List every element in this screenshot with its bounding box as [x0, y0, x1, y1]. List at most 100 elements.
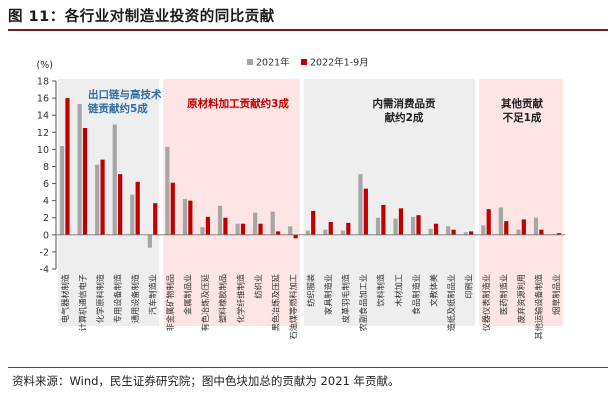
x-tick-label: 皮革羽毛制造 [341, 274, 351, 323]
x-tick-label: 农副食品加工业 [358, 274, 368, 331]
bar-2022-2 [100, 159, 105, 235]
x-tick-label: 其他运输设备制造 [534, 274, 544, 340]
bar-2021-15 [323, 229, 328, 235]
x-tick-label: 木材加工 [393, 274, 403, 307]
x-tick-label: 医药制造业 [499, 274, 509, 315]
bar-2021-12 [270, 211, 275, 235]
bar-2022-24 [486, 209, 491, 235]
annotation-0: 出口链与高技术 [88, 88, 162, 101]
group-band-3 [479, 79, 563, 326]
y-tick-label: 16 [37, 94, 49, 105]
x-tick-label: 纺织业 [253, 274, 263, 299]
y-tick-label: 4 [43, 196, 49, 207]
bar-2021-23 [463, 232, 468, 235]
bar-2022-25 [504, 221, 509, 235]
bar-2022-12 [275, 231, 281, 235]
bar-2021-5 [147, 234, 152, 248]
bar-2022-0 [65, 98, 70, 235]
bar-2021-20 [411, 216, 416, 235]
bar-2021-11 [253, 212, 258, 235]
y-tick-label: 14 [37, 111, 49, 122]
y-tick-label: -4 [40, 265, 49, 276]
annotation-0: 链贡献约5成 [87, 102, 148, 115]
bar-2022-15 [328, 222, 333, 235]
annotation-2: 内需消费品贡 [373, 97, 436, 110]
bar-2022-19 [398, 208, 404, 235]
bar-2021-16 [340, 230, 346, 235]
bar-2022-27 [539, 229, 544, 235]
annotation-2: 献约2成 [385, 111, 424, 124]
bar-2021-4 [130, 194, 135, 235]
x-tick-label: 有色冶炼及压延 [200, 274, 210, 331]
bar-2022-11 [258, 223, 263, 235]
bar-2021-8 [200, 227, 205, 235]
x-tick-label: 石油煤等燃料加工 [288, 274, 298, 340]
x-tick-label: 饮料制造 [376, 274, 386, 307]
x-tick-label: 化学原料制造 [95, 274, 105, 323]
bar-2021-24 [481, 225, 486, 235]
bar-2021-26 [516, 229, 521, 235]
x-tick-label: 金属制品业 [183, 274, 193, 315]
bar-2022-22 [451, 229, 456, 235]
x-tick-label: 黑色冶炼及压延 [270, 274, 280, 331]
y-tick-label: -2 [40, 247, 49, 258]
x-tick-label: 文教体美 [428, 274, 438, 307]
bar-2022-7 [188, 200, 193, 235]
bar-2021-9 [217, 205, 223, 235]
bar-2021-0 [59, 145, 65, 235]
x-tick-label: 计算机通信电子 [77, 274, 87, 331]
x-tick-label: 通用设备制造 [130, 274, 140, 323]
bar-2022-10 [240, 223, 246, 235]
bar-2021-21 [428, 228, 433, 235]
y-axis-unit: (%) [37, 60, 53, 71]
bar-2021-19 [393, 218, 398, 235]
bar-2022-5 [153, 203, 158, 235]
x-tick-label: 专用设备制造 [112, 274, 122, 323]
group-band-2 [303, 79, 476, 326]
group-band-0 [58, 79, 160, 326]
x-tick-label: 汽车制造业 [148, 274, 158, 315]
bar-2022-9 [223, 217, 228, 235]
bar-2021-14 [305, 230, 310, 235]
x-tick-label: 食品制造业 [411, 274, 421, 315]
x-tick-label: 非金属矿物制品 [165, 274, 175, 331]
bar-2022-21 [433, 223, 439, 235]
legend-label-1: 2022年1-9月 [310, 57, 369, 69]
legend-swatch-0 [247, 59, 253, 65]
annotation-3: 其他贡献 [501, 97, 543, 110]
bar-2021-28 [551, 233, 556, 235]
x-tick-label: 印刷业 [463, 274, 473, 299]
figure-title: 图 11：各行业对制造业投资的同比贡献 [8, 9, 275, 25]
x-tick-label: 纺织服装 [306, 274, 316, 307]
bar-2022-1 [82, 128, 88, 235]
bar-2022-23 [469, 231, 474, 235]
bar-2022-14 [311, 210, 316, 235]
bar-2021-3 [112, 124, 117, 235]
bar-2022-17 [363, 188, 368, 235]
y-tick-label: 2 [43, 213, 49, 224]
source-note: 资料来源：Wind，民生证券研究院；图中色块加总的贡献为 2021 年贡献。 [12, 374, 400, 388]
legend-label-0: 2021年 [256, 57, 290, 69]
y-tick-label: 0 [43, 230, 49, 241]
bar-chart: -4 -2 0 2 4 6 8 10 12 14 16 18 (%) 电气器材制造 计算机通信电子 化学原料制… [37, 57, 565, 340]
bar-2021-13 [288, 226, 293, 235]
x-tick-label: 化学纤维制造 [235, 274, 245, 323]
y-tick-label: 10 [37, 145, 49, 156]
title-rule [8, 29, 608, 31]
bar-2021-22 [446, 226, 451, 235]
bar-2022-20 [416, 215, 421, 235]
bar-2021-1 [77, 104, 82, 235]
bar-2022-6 [170, 182, 175, 235]
bar-2022-26 [521, 219, 526, 235]
bar-2021-2 [95, 164, 100, 235]
annotation-1: 原材料加工贡献约3成 [187, 97, 289, 110]
y-tick-label: 8 [43, 162, 49, 173]
x-tick-label: 电气器材制造 [60, 274, 70, 323]
bar-2021-27 [533, 217, 539, 235]
bar-2022-16 [346, 222, 351, 235]
y-tick-label: 18 [37, 77, 49, 88]
bar-2022-3 [118, 174, 123, 235]
bar-2021-10 [235, 223, 240, 235]
x-tick-label: 塑料橡胶制品 [218, 274, 228, 323]
bar-2022-13 [293, 234, 298, 239]
